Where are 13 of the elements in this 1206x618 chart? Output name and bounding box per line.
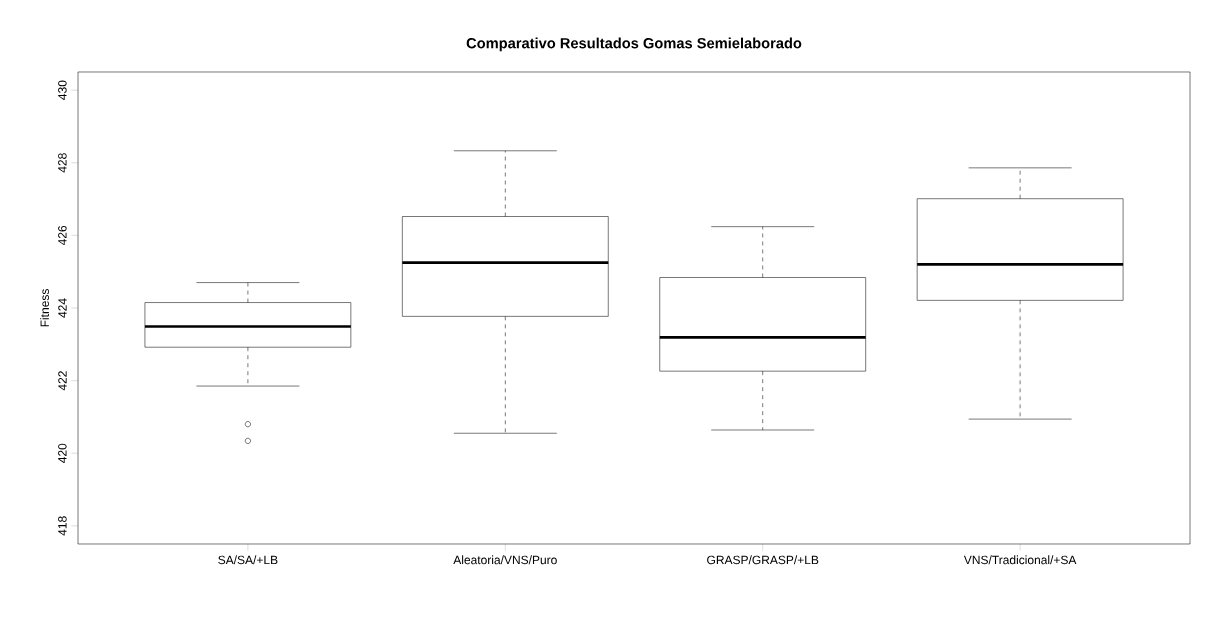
x-tick-label: VNS/Tradicional/+SA	[963, 555, 1077, 565]
y-tick-label: 420	[58, 443, 67, 463]
y-tick-label: 428	[58, 153, 67, 173]
x-tick-label: GRASP/GRASP/+LB	[707, 555, 819, 565]
x-tick-label: Aleatoria/VNS/Puro	[453, 555, 557, 565]
y-tick-label: 424	[58, 298, 67, 318]
chart-title: Comparativo Resultados Gomas Semielaborado	[466, 37, 802, 52]
y-tick-label: 426	[58, 225, 67, 246]
y-tick-label: 422	[58, 371, 67, 391]
y-axis-title: Fitness	[40, 289, 49, 327]
y-tick-label: 430	[58, 80, 67, 100]
x-tick-label: SA/SA/+LB	[218, 555, 278, 565]
y-tick-label: 418	[58, 516, 67, 536]
